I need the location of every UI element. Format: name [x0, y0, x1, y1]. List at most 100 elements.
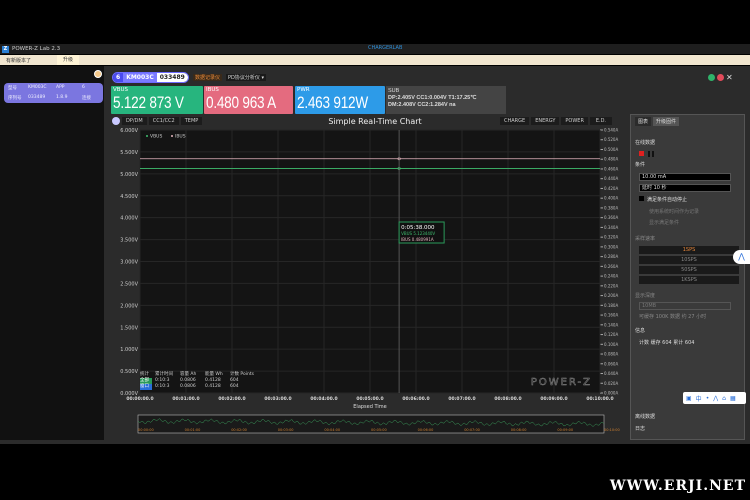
- device-badge[interactable]: 6 KM003C 033489: [112, 72, 189, 83]
- offline-data-header[interactable]: 离线数据: [635, 414, 656, 420]
- right-tick-label: 0.460A: [604, 166, 618, 171]
- condition-label: 条件: [635, 162, 646, 168]
- x-tick-label: 00:03:00.0: [264, 396, 291, 402]
- rate-10sps[interactable]: 10SPS: [639, 256, 739, 264]
- right-tick-label: 0.500A: [604, 147, 618, 152]
- device-field: KM003C: [28, 85, 47, 90]
- tab-power[interactable]: POWER: [561, 117, 588, 125]
- x-tick-label: 00:00:00.0: [126, 396, 153, 402]
- stats-cell: 能量 Wh: [205, 372, 223, 377]
- device-index: 6: [113, 73, 124, 82]
- log-header[interactable]: 日志: [635, 426, 646, 432]
- tab-cc[interactable]: CC1/CC2: [148, 117, 179, 125]
- power-value: 2.463 912W: [297, 93, 368, 112]
- upgrade-button[interactable]: 升级: [57, 55, 80, 65]
- data-recorder-tab[interactable]: 数据记录仪: [193, 74, 223, 81]
- delay-input[interactable]: 延时 10 秒: [639, 184, 731, 192]
- device-sidebar: [0, 66, 104, 440]
- sub-label: SUB: [388, 88, 400, 94]
- close-icon[interactable]: ✕: [726, 73, 733, 82]
- option-system-time[interactable]: 使用系统时间作为记录: [649, 209, 700, 215]
- title-bar: Z POWER-Z Lab 2.3: [0, 44, 750, 54]
- power-label: PWR: [297, 87, 310, 93]
- overview-tick-label: 00:09:00: [557, 428, 573, 432]
- tab-charge[interactable]: CHARGE: [500, 117, 530, 125]
- right-tick-label: 0.400A: [604, 196, 618, 201]
- current-threshold-input[interactable]: 10.00 mA: [639, 173, 731, 181]
- pause-icon[interactable]: [648, 151, 654, 157]
- add-device-button[interactable]: [94, 70, 102, 78]
- sub-line1: DP:2.405V CC1:0.004V T1:17.25℃: [388, 95, 477, 101]
- green-status-icon[interactable]: [708, 74, 715, 81]
- tab-energy[interactable]: ENERGY: [531, 117, 560, 125]
- device-field: 6: [82, 85, 85, 90]
- legend-marker: [146, 135, 148, 137]
- rate-1ksps[interactable]: 1KSPS: [639, 276, 739, 284]
- tab-dp-dm[interactable]: DP/DM: [122, 117, 147, 125]
- x-tick-label: 00:08:00.0: [494, 396, 521, 402]
- red-record-icon[interactable]: [717, 74, 724, 81]
- stats-cell: 计数 Points: [230, 372, 254, 377]
- depth-label: 显示深度: [635, 293, 656, 299]
- rate-50sps[interactable]: 50SPS: [639, 266, 739, 274]
- vbus-value: 5.122 873 V: [113, 93, 184, 112]
- left-tick-label: 3.500V: [120, 238, 138, 244]
- power-readout: PWR 2.463 912W: [295, 86, 385, 114]
- device-card[interactable]: 型号 KM003C APP 6 序列号 033489 1.8.9 连接: [4, 83, 103, 103]
- info-label: 信息: [635, 328, 646, 334]
- right-tick-label: 0.000A: [604, 391, 618, 396]
- overview-tick-label: 00:04:00: [324, 428, 340, 432]
- update-message: 有新版本了: [6, 57, 32, 64]
- auto-stop-checkbox[interactable]: 满足条件自动停止: [639, 196, 687, 203]
- left-tick-label: 4.500V: [120, 194, 138, 200]
- assistant-float-icon[interactable]: ⋀: [733, 250, 750, 264]
- stats-cell: 统计: [140, 372, 149, 377]
- ibus-readout: IBUS 0.480 963 A: [204, 86, 293, 114]
- real-time-chart[interactable]: 0.000V 0.500V 1.000V 1.500V 2.000V 2.500V 3.00…: [108, 127, 628, 439]
- ime-punct-icon[interactable]: •: [705, 394, 710, 402]
- x-tick-label: 00:10:00.0: [586, 396, 613, 402]
- ime-grid-icon[interactable]: ▦: [729, 394, 736, 402]
- overview-tick-label: 00:07:00: [464, 428, 480, 432]
- depth-select[interactable]: 10MB: [639, 302, 731, 310]
- pd-analyzer-dropdown[interactable]: PD协议分析仪 ▾: [226, 74, 266, 81]
- stats-cell: 0.4128: [205, 384, 221, 389]
- right-tick-label: 0.360A: [604, 215, 618, 220]
- ime-lang-icon[interactable]: 中: [695, 395, 702, 403]
- stats-cell: 容量 Ah: [180, 372, 197, 377]
- right-tick-label: 0.160A: [604, 313, 618, 318]
- tooltip-box: [398, 221, 445, 244]
- device-model: KM003C: [123, 73, 157, 82]
- tab-ed[interactable]: E.D.: [589, 117, 612, 125]
- site-watermark: WWW.ERJI.NET: [609, 478, 746, 494]
- right-tick-label: 0.020A: [604, 381, 618, 386]
- ibus-value: 0.480 963 A: [206, 93, 276, 112]
- overview-tick-label: 00:05:00: [371, 428, 387, 432]
- tab-chart[interactable]: 图表: [635, 117, 652, 126]
- record-icon[interactable]: [639, 151, 644, 156]
- left-tick-label: 0.000V: [120, 391, 138, 397]
- online-data-header[interactable]: 在线数据: [635, 140, 656, 146]
- chart-menu-icon[interactable]: [112, 117, 120, 125]
- stats-row: 全部 0:10:3 0.0806 0.4128 604: [140, 378, 258, 384]
- left-tick-label: 2.500V: [120, 281, 138, 287]
- right-tick-label: 0.100A: [604, 342, 618, 347]
- option-show-condition[interactable]: 显示满足条件: [649, 220, 680, 226]
- ime-skin-icon[interactable]: ⋀: [713, 394, 719, 402]
- right-tick-label: 0.060A: [604, 361, 618, 366]
- overview-tick-label: 00:08:00: [511, 428, 527, 432]
- stats-cell: 0.0806: [180, 378, 196, 383]
- tab-temp[interactable]: TEMP: [180, 117, 203, 125]
- overview-navigator: [137, 414, 605, 434]
- tab-firmware[interactable]: 升级固件: [653, 117, 680, 126]
- stats-cell: 累计时间: [155, 372, 173, 377]
- update-bar: 有新版本了 升级: [0, 55, 750, 65]
- ime-toolbar[interactable]: ▣ 中 • ⋀ ⌂ ▦: [683, 392, 746, 404]
- ime-icon[interactable]: ▣: [686, 394, 692, 402]
- stats-row: 统计 累计时间 容量 Ah 能量 Wh 计数 Points: [140, 372, 258, 378]
- ime-keyboard-icon[interactable]: ⌂: [722, 394, 726, 402]
- right-tick-label: 0.440A: [604, 176, 618, 181]
- right-tick-label: 0.280A: [604, 254, 618, 259]
- legend-marker: [171, 135, 173, 137]
- rate-1sps[interactable]: 1SPS: [639, 246, 739, 254]
